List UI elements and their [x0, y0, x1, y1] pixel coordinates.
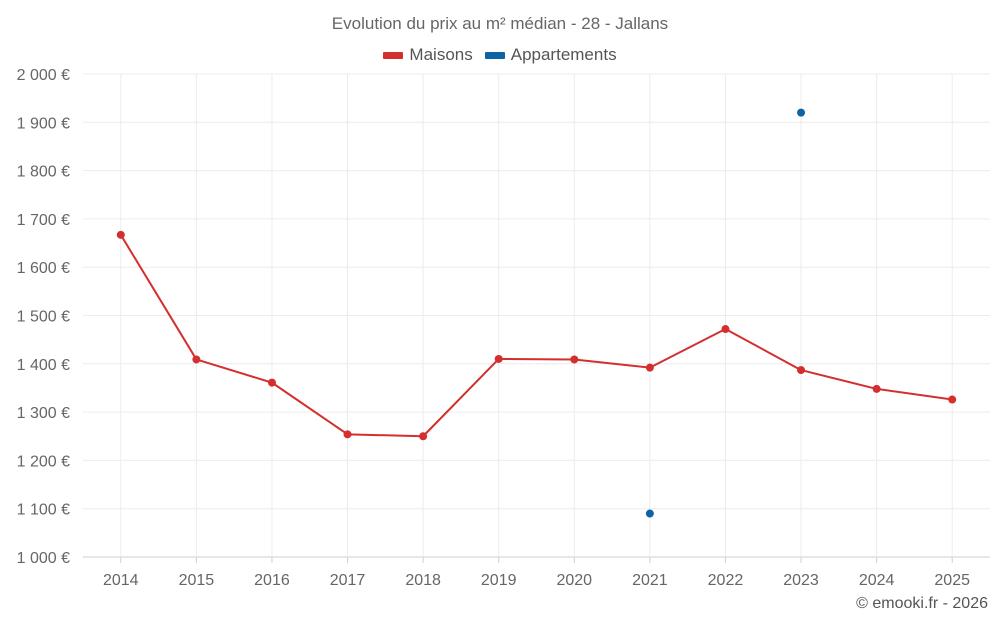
x-tick-label: 2014: [103, 572, 139, 589]
y-tick-label: 1 000 €: [17, 550, 70, 567]
x-tick-label: 2016: [254, 572, 290, 589]
series-line-maisons: [196, 358, 273, 384]
chart-title: Evolution du prix au m² médian - 28 - Ja…: [331, 14, 669, 33]
series-line-maisons: [800, 369, 877, 390]
data-point-maisons[interactable]: [797, 366, 806, 375]
data-point-maisons[interactable]: [494, 354, 503, 363]
data-point-maisons[interactable]: [192, 355, 201, 364]
series-line-maisons: [271, 381, 349, 436]
legend: Maisons Appartements: [0, 45, 1000, 65]
x-tick-label: 2019: [481, 572, 517, 589]
x-tick-label: 2022: [708, 572, 744, 589]
series-line-maisons: [876, 387, 953, 401]
x-tick-label: 2017: [330, 572, 366, 589]
data-point-appartements[interactable]: [797, 108, 806, 117]
data-point-appartements[interactable]: [645, 509, 654, 518]
series-line-maisons: [347, 433, 424, 438]
x-tick-label: 2020: [556, 572, 592, 589]
data-point-maisons[interactable]: [419, 432, 428, 441]
data-point-maisons[interactable]: [343, 430, 352, 439]
x-tick-label: 2023: [783, 572, 819, 589]
data-point-maisons[interactable]: [116, 230, 125, 239]
data-point-maisons[interactable]: [872, 384, 881, 393]
y-tick-label: 1 500 €: [17, 309, 70, 326]
y-tick-label: 1 600 €: [17, 260, 70, 277]
legend-item-maisons[interactable]: Maisons: [383, 45, 473, 65]
y-tick-label: 1 100 €: [17, 502, 70, 519]
x-tick-label: 2015: [179, 572, 215, 589]
y-tick-label: 1 800 €: [17, 164, 70, 181]
series-line-maisons: [422, 358, 500, 437]
x-tick-label: 2025: [934, 572, 970, 589]
data-point-maisons[interactable]: [570, 355, 579, 364]
legend-swatch-maisons: [383, 51, 404, 59]
data-point-maisons[interactable]: [948, 395, 957, 404]
y-tick-label: 1 700 €: [17, 212, 70, 229]
series-line-maisons: [649, 328, 726, 369]
y-tick-label: 1 200 €: [17, 453, 70, 470]
series-line-maisons: [119, 234, 198, 360]
legend-label-maisons: Maisons: [409, 45, 473, 64]
x-tick-label: 2021: [632, 572, 668, 589]
y-tick-label: 1 400 €: [17, 357, 70, 374]
x-tick-label: 2018: [405, 572, 441, 589]
legend-item-appartements[interactable]: Appartements: [484, 45, 617, 65]
legend-swatch-appartements: [484, 51, 505, 59]
y-tick-label: 1 900 €: [17, 115, 70, 132]
y-tick-label: 1 300 €: [17, 405, 70, 422]
series-line-maisons: [724, 328, 802, 371]
credit: © emooki.fr - 2026: [856, 595, 988, 612]
data-point-maisons[interactable]: [267, 378, 276, 387]
x-tick-label: 2024: [859, 572, 895, 589]
series-line-maisons: [574, 358, 650, 369]
data-point-maisons[interactable]: [721, 325, 730, 334]
y-tick-label: 2 000 €: [17, 67, 70, 84]
data-point-maisons[interactable]: [645, 363, 654, 372]
legend-label-appartements: Appartements: [510, 45, 617, 64]
